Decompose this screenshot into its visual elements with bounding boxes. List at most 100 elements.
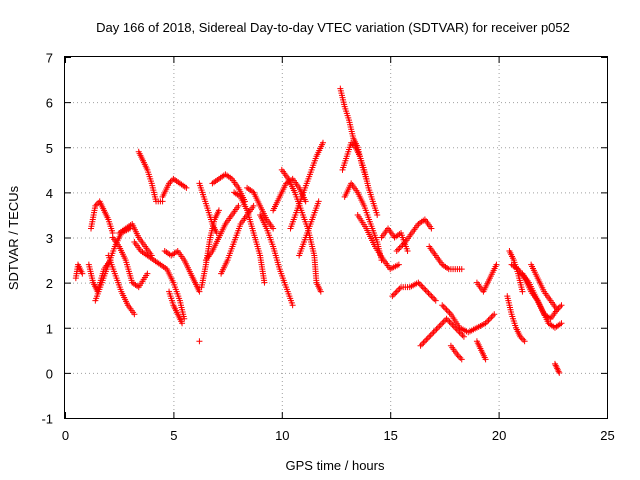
data-point-marker <box>445 308 452 315</box>
data-point-marker <box>235 202 242 209</box>
data-point-marker <box>419 284 426 291</box>
data-point-marker <box>395 261 402 268</box>
data-point-marker <box>429 330 436 337</box>
y-tick-label: -1 <box>41 412 53 427</box>
data-point-marker <box>393 248 400 255</box>
data-point-marker <box>426 291 433 298</box>
data-point-marker <box>374 211 381 218</box>
data-point-marker <box>144 270 151 277</box>
data-point-marker <box>270 225 277 232</box>
data-point-marker <box>395 246 402 253</box>
data-point-marker <box>183 184 190 191</box>
data-point-marker <box>395 287 402 294</box>
data-point-marker <box>493 261 500 268</box>
x-tick-label: 25 <box>600 428 614 443</box>
data-point-marker <box>442 305 449 312</box>
data-point-marker <box>447 320 454 327</box>
data-point-marker <box>428 293 435 300</box>
data-point-marker <box>425 290 432 297</box>
data-point-marker <box>558 320 565 327</box>
data-point-marker <box>520 336 527 343</box>
data-point-marker <box>389 293 396 300</box>
data-point-marker <box>250 202 257 209</box>
data-point-marker <box>557 303 564 310</box>
data-point-marker <box>445 317 452 324</box>
y-tick-label: 6 <box>46 96 53 111</box>
data-point-marker <box>521 338 528 345</box>
data-point-marker <box>428 225 435 232</box>
data-point-marker <box>421 285 428 292</box>
data-point-marker <box>302 198 309 205</box>
data-point-marker <box>215 207 222 214</box>
data-point-marker <box>423 336 430 343</box>
data-point-marker <box>396 245 403 252</box>
data-points <box>72 85 565 376</box>
y-tick-label: 1 <box>46 321 53 336</box>
data-point-marker <box>440 303 447 310</box>
data-point-marker <box>485 317 492 324</box>
x-tick-label: 15 <box>383 428 397 443</box>
data-point-marker <box>390 291 397 298</box>
data-point-marker <box>437 321 444 328</box>
data-point-marker <box>196 338 203 345</box>
data-point-marker <box>426 333 433 340</box>
data-point-marker <box>556 369 563 376</box>
data-point-marker <box>79 270 86 277</box>
grid <box>65 57 607 418</box>
data-point-marker <box>213 229 220 236</box>
data-point-marker <box>404 248 411 255</box>
data-point-marker <box>392 290 399 297</box>
x-tick-label: 0 <box>62 428 69 443</box>
data-point-marker <box>179 320 186 327</box>
data-point-marker <box>458 266 465 273</box>
data-point-marker <box>519 288 526 295</box>
data-point-marker <box>289 302 296 309</box>
data-point-marker <box>427 332 434 339</box>
data-point-marker <box>482 356 489 363</box>
data-point-marker <box>181 315 188 322</box>
data-point-marker <box>196 288 203 295</box>
data-point-marker <box>421 338 428 345</box>
data-point-marker <box>420 339 427 346</box>
data-point-marker <box>460 333 467 340</box>
y-tick-label: 2 <box>46 276 53 291</box>
y-axis-label: SDTVAR / TECUs <box>6 185 21 290</box>
data-point-marker <box>418 341 425 348</box>
axis-ticks: 0 5 10 15 20 25 -1 0 1 2 3 4 5 6 7 <box>41 51 614 444</box>
data-point-marker <box>434 324 441 331</box>
data-point-marker <box>430 329 437 336</box>
data-point-marker <box>486 315 493 322</box>
y-tick-label: 0 <box>46 366 53 381</box>
data-point-marker <box>393 288 400 295</box>
data-point-marker <box>416 281 423 288</box>
data-point-marker <box>431 296 438 303</box>
data-point-marker <box>440 318 447 325</box>
y-tick-label: 7 <box>46 51 53 66</box>
x-axis-label: GPS time / hours <box>286 458 385 473</box>
x-tick-label: 10 <box>275 428 289 443</box>
data-point-marker <box>261 279 268 286</box>
data-point-marker <box>315 198 322 205</box>
data-point-marker <box>439 302 446 309</box>
data-point-marker <box>433 326 440 333</box>
data-point-marker <box>417 342 424 349</box>
data-point-marker <box>429 294 436 301</box>
data-point-marker <box>317 288 324 295</box>
data-point-marker <box>319 139 326 146</box>
y-tick-label: 5 <box>46 141 53 156</box>
chart-title: Day 166 of 2018, Sidereal Day-to-day VTE… <box>96 20 570 35</box>
data-point-marker <box>488 314 495 321</box>
y-tick-label: 4 <box>46 186 53 201</box>
data-point-marker <box>443 306 450 313</box>
plot-frame <box>64 56 608 419</box>
data-point-marker <box>457 354 464 361</box>
data-point-marker <box>458 356 465 363</box>
data-point-marker <box>432 297 439 304</box>
data-point-marker <box>443 315 450 322</box>
y-tick-label: 3 <box>46 231 53 246</box>
data-point-marker <box>558 302 565 309</box>
x-tick-label: 20 <box>492 428 506 443</box>
data-point-marker <box>396 285 403 292</box>
data-point-marker <box>422 287 429 294</box>
